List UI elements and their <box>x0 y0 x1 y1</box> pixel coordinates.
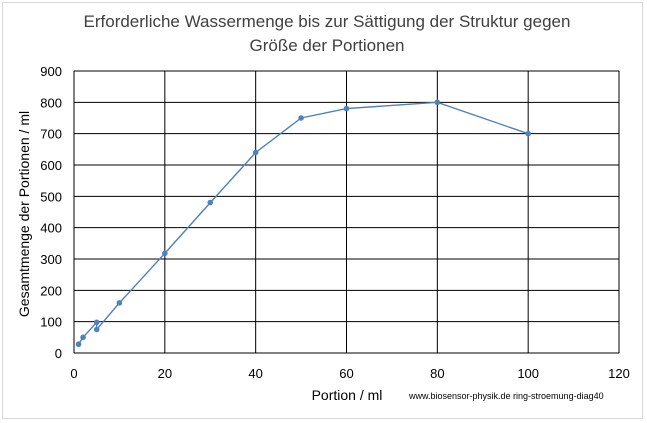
source-note: www.biosensor-physik.de ring-stroemung-d… <box>408 391 604 401</box>
data-point <box>93 319 100 326</box>
data-point <box>207 199 214 206</box>
x-tick-label: 120 <box>608 366 630 381</box>
data-point <box>116 300 123 306</box>
y-tick-label: 100 <box>40 315 62 330</box>
data-point <box>525 130 531 137</box>
y-tick-label: 200 <box>40 283 62 298</box>
y-tick-label: 700 <box>40 127 62 142</box>
data-point <box>434 99 441 106</box>
data-point <box>252 149 259 156</box>
y-tick-label: 400 <box>40 221 62 236</box>
y-tick-label: 300 <box>40 252 62 267</box>
data-point <box>93 326 100 333</box>
x-axis-title: Portion / ml <box>312 387 383 403</box>
y-tick-label: 500 <box>40 189 62 204</box>
data-point <box>162 250 168 257</box>
chart-title-line-1: Erforderliche Wassermenge bis zur Sättig… <box>84 12 571 31</box>
x-tick-label: 60 <box>339 366 353 381</box>
series-line <box>77 101 529 345</box>
chart-title-line-2: Größe der Portionen <box>250 36 405 55</box>
x-tick-label: 40 <box>248 366 262 381</box>
tick-labels: 0 100 200 300 400 500 600 700 800 900 0 20 40 60 80 100… <box>40 64 630 381</box>
data-point <box>80 334 86 341</box>
grid-lines <box>73 70 620 354</box>
y-tick-label: 800 <box>40 95 62 110</box>
y-tick-label: 900 <box>40 64 62 79</box>
x-tick-label: 0 <box>70 366 77 381</box>
y-axis-title: Gesamtmenge der Portionen / ml <box>16 111 32 317</box>
data-point <box>75 341 82 348</box>
data-series <box>75 99 531 348</box>
data-point <box>343 105 350 112</box>
x-tick-label: 80 <box>430 366 444 381</box>
y-tick-label: 0 <box>55 346 62 361</box>
y-tick-label: 600 <box>40 158 62 173</box>
x-tick-label: 100 <box>517 366 539 381</box>
data-point <box>298 115 304 121</box>
x-tick-label: 20 <box>158 366 172 381</box>
